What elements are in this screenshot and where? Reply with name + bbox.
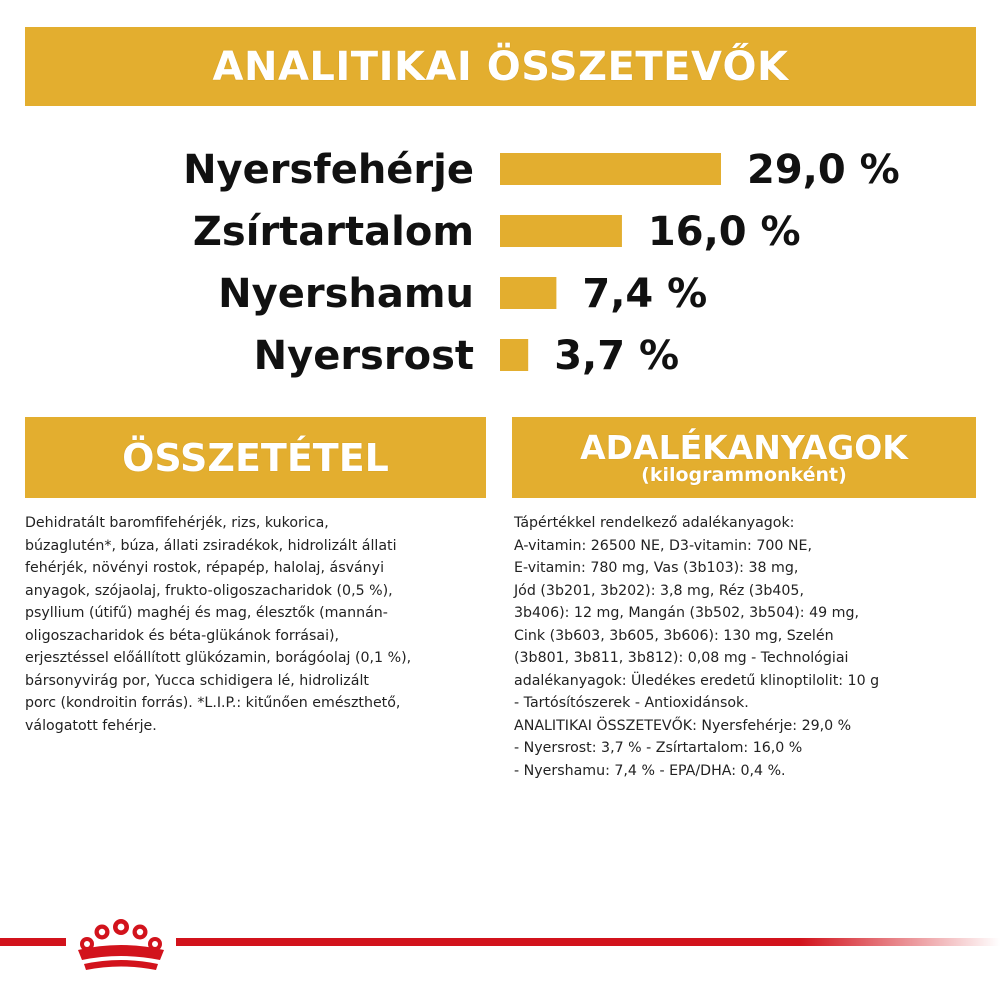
royal-canin-crown-icon bbox=[66, 910, 176, 976]
bar-value-2: 7,4 % bbox=[582, 271, 707, 317]
bar-2 bbox=[500, 277, 557, 309]
analytical-header: ANALITIKAI ÖSSZETEVŐK bbox=[25, 27, 976, 106]
bar-label-0: Nyersfehérje bbox=[183, 147, 474, 193]
composition-header-title: ÖSSZETÉTEL bbox=[122, 435, 389, 480]
composition-text: Dehidratált baromfifehérjék, rizs, kukor… bbox=[25, 515, 412, 734]
analytical-header-title: ANALITIKAI ÖSSZETEVŐK bbox=[212, 43, 789, 90]
bar-label-1: Zsírtartalom bbox=[193, 209, 474, 255]
additives-text: Tápértékkel rendelkező adalékanyagok: A-… bbox=[514, 515, 880, 779]
bar-1 bbox=[500, 215, 622, 247]
bar-label-2: Nyershamu bbox=[218, 271, 474, 317]
bar-0 bbox=[500, 153, 721, 185]
analytical-bar-chart: Nyersfehérje 29,0 % Zsírtartalom 16,0 % Nyer… bbox=[183, 147, 900, 379]
bar-value-0: 29,0 % bbox=[747, 147, 900, 193]
footer-red-line bbox=[0, 938, 1000, 946]
bar-3 bbox=[500, 339, 529, 371]
additives-header: ADALÉKANYAGOK (kilogrammonként) bbox=[512, 417, 976, 498]
bar-label-3: Nyersrost bbox=[254, 333, 474, 379]
bar-value-1: 16,0 % bbox=[648, 209, 801, 255]
additives-header-subtitle: (kilogrammonként) bbox=[641, 463, 847, 486]
bar-value-3: 3,7 % bbox=[554, 333, 679, 379]
composition-header: ÖSSZETÉTEL bbox=[25, 417, 486, 498]
additives-header-title: ADALÉKANYAGOK bbox=[580, 427, 908, 467]
